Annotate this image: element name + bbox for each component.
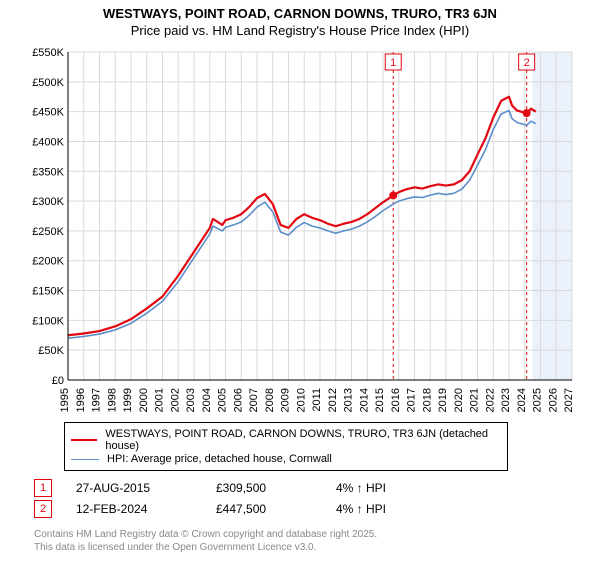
svg-text:£0: £0 <box>52 375 64 387</box>
svg-text:2019: 2019 <box>437 388 449 412</box>
marker-price: £447,500 <box>216 502 336 516</box>
svg-text:2024: 2024 <box>516 388 528 412</box>
chart-title: WESTWAYS, POINT ROAD, CARNON DOWNS, TRUR… <box>0 6 600 38</box>
svg-text:2: 2 <box>524 57 530 69</box>
svg-text:2000: 2000 <box>138 388 150 412</box>
svg-text:2013: 2013 <box>343 388 355 412</box>
svg-text:1996: 1996 <box>75 388 87 412</box>
svg-text:2022: 2022 <box>484 388 496 412</box>
title-line-1: WESTWAYS, POINT ROAD, CARNON DOWNS, TRUR… <box>0 6 600 21</box>
legend-label: HPI: Average price, detached house, Corn… <box>107 453 332 465</box>
svg-text:2023: 2023 <box>500 388 512 412</box>
svg-text:£250K: £250K <box>32 226 64 238</box>
marker-number-box: 1 <box>34 479 52 497</box>
marker-price: £309,500 <box>216 481 336 495</box>
svg-text:2011: 2011 <box>311 388 323 412</box>
svg-text:£300K: £300K <box>32 196 64 208</box>
svg-text:£400K: £400K <box>32 136 64 148</box>
legend-swatch <box>71 439 97 441</box>
footer-line-1: Contains HM Land Registry data © Crown c… <box>34 528 600 541</box>
marker-number-box: 2 <box>34 500 52 518</box>
svg-text:1: 1 <box>390 57 396 69</box>
svg-text:2012: 2012 <box>327 388 339 412</box>
svg-text:2003: 2003 <box>185 388 197 412</box>
svg-text:£150K: £150K <box>32 286 64 298</box>
svg-text:£550K: £550K <box>32 47 64 59</box>
legend-swatch <box>71 459 99 460</box>
legend-item: HPI: Average price, detached house, Corn… <box>71 453 501 465</box>
svg-text:2006: 2006 <box>232 388 244 412</box>
svg-text:1998: 1998 <box>106 388 118 412</box>
svg-text:1997: 1997 <box>91 388 103 412</box>
svg-text:2015: 2015 <box>374 388 386 412</box>
footer-line-2: This data is licensed under the Open Gov… <box>34 541 600 554</box>
title-line-2: Price paid vs. HM Land Registry's House … <box>0 23 600 38</box>
svg-text:2008: 2008 <box>264 388 276 412</box>
svg-text:2002: 2002 <box>169 388 181 412</box>
marker-row: 2 12-FEB-2024£447,5004% ↑ HPI <box>34 500 600 518</box>
svg-text:2009: 2009 <box>280 388 292 412</box>
marker-date: 27-AUG-2015 <box>76 481 216 495</box>
marker-delta: 4% ↑ HPI <box>336 502 456 516</box>
svg-text:2018: 2018 <box>421 388 433 412</box>
legend-item: WESTWAYS, POINT ROAD, CARNON DOWNS, TRUR… <box>71 428 501 452</box>
svg-text:£200K: £200K <box>32 256 64 268</box>
svg-text:2017: 2017 <box>406 388 418 412</box>
legend-label: WESTWAYS, POINT ROAD, CARNON DOWNS, TRUR… <box>105 428 501 452</box>
svg-text:£50K: £50K <box>38 345 64 357</box>
svg-text:£450K: £450K <box>32 107 64 119</box>
svg-text:2027: 2027 <box>563 388 575 412</box>
svg-text:2021: 2021 <box>469 388 481 412</box>
svg-text:1995: 1995 <box>59 388 71 412</box>
marker-row: 1 27-AUG-2015£309,5004% ↑ HPI <box>34 479 600 497</box>
svg-text:1999: 1999 <box>122 388 134 412</box>
svg-text:2005: 2005 <box>217 388 229 412</box>
svg-text:2014: 2014 <box>358 388 370 412</box>
svg-text:£500K: £500K <box>32 77 64 89</box>
svg-text:2007: 2007 <box>248 388 260 412</box>
footer-attribution: Contains HM Land Registry data © Crown c… <box>34 528 600 554</box>
svg-text:2025: 2025 <box>532 388 544 412</box>
legend: WESTWAYS, POINT ROAD, CARNON DOWNS, TRUR… <box>64 422 508 471</box>
svg-text:2026: 2026 <box>547 388 559 412</box>
marker-date: 12-FEB-2024 <box>76 502 216 516</box>
svg-text:2016: 2016 <box>390 388 402 412</box>
svg-text:2020: 2020 <box>453 388 465 412</box>
svg-text:2001: 2001 <box>154 388 166 412</box>
marker-delta: 4% ↑ HPI <box>336 481 456 495</box>
svg-text:£350K: £350K <box>32 166 64 178</box>
svg-text:2004: 2004 <box>201 388 213 412</box>
svg-text:2010: 2010 <box>295 388 307 412</box>
chart-area: £0 £50K £100K £150K £200K £250K £300K £350K £400… <box>20 46 580 416</box>
svg-text:£100K: £100K <box>32 315 64 327</box>
marker-table: 1 27-AUG-2015£309,5004% ↑ HPI 2 12-FEB-2024… <box>34 479 600 518</box>
